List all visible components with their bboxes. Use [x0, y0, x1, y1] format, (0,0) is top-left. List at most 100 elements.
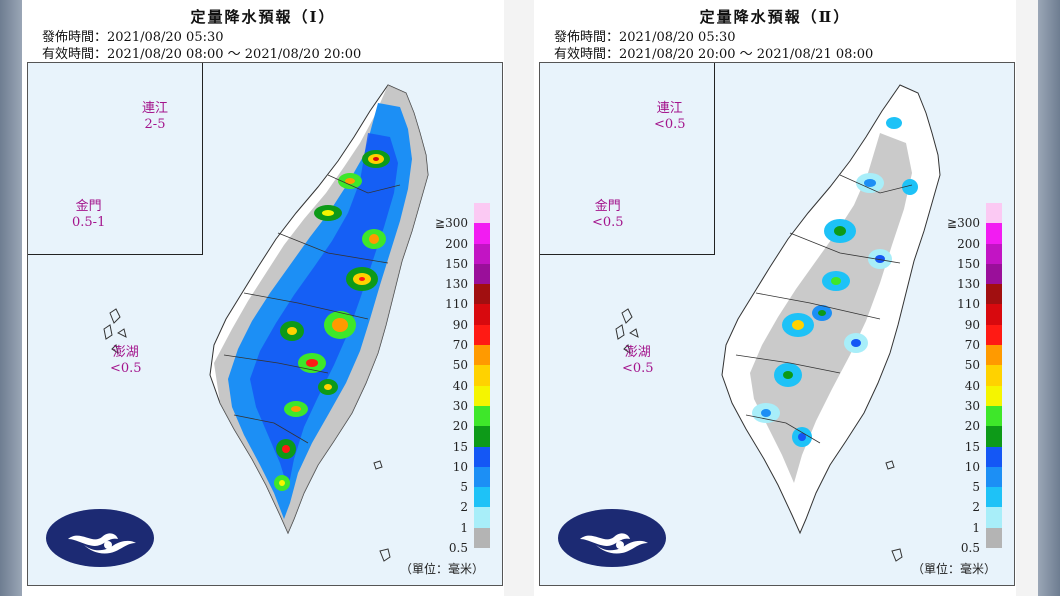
legend-swatch [986, 426, 1002, 447]
legend-item: 50 [432, 345, 492, 372]
valid-time: 有效時間：2021/08/20 08:00 ～ 2021/08/20 20:00 [42, 47, 362, 62]
legend-item: 110 [432, 284, 492, 311]
taiwan-rainfall-map [540, 74, 941, 562]
legend-swatch [986, 365, 1002, 386]
legend-item: 150 [432, 243, 492, 271]
penghu-label: 澎湖 <0.5 [622, 345, 654, 376]
legend-label: 0.5 [960, 541, 980, 556]
taiwan-rainfall-map [28, 74, 429, 562]
legend-label: 150 [445, 256, 468, 271]
legend-swatch [986, 405, 1002, 427]
legend-item: 90 [944, 304, 1004, 332]
legend-item: 30 [944, 385, 1004, 413]
legend-item: 130 [944, 263, 1004, 291]
legend-item: 5 [944, 466, 1004, 494]
legend-item: 2 [432, 487, 492, 514]
legend-label: 20 [452, 419, 468, 434]
legend-item: 1 [432, 507, 492, 535]
legend-swatch [474, 527, 490, 549]
legend-label: 10 [452, 459, 468, 474]
legend-label: 2 [972, 500, 980, 515]
legend-item: 30 [432, 385, 492, 413]
legend-swatch [474, 243, 490, 264]
legend-swatch [986, 243, 1002, 264]
legend-label: 20 [964, 419, 980, 434]
kinmen-label: 金門 <0.5 [592, 199, 624, 230]
legend-label: 40 [452, 378, 468, 393]
legend-item: 20 [432, 405, 492, 433]
taiwan-island [721, 84, 941, 535]
legend-label: 30 [964, 398, 980, 413]
legend-swatch [474, 203, 490, 224]
legend-swatch [474, 385, 490, 406]
legend-swatch [986, 466, 1002, 488]
legend-swatch [986, 324, 1002, 346]
legend-swatch [986, 304, 1002, 325]
legend-swatch [474, 426, 490, 447]
legend-label: 130 [445, 277, 468, 292]
legend-item: 200 [432, 223, 492, 251]
rainfall-map: 連江 <0.5 金門 <0.5 澎湖 <0.5 ≧300 200 150 130 110… [539, 62, 1015, 586]
legend-label: 130 [957, 277, 980, 292]
legend-label: ≧300 [947, 216, 980, 231]
legend-label: 110 [445, 297, 468, 312]
legend-swatch [474, 263, 490, 285]
county-borders [223, 174, 401, 444]
legend-item: 70 [432, 324, 492, 352]
legend-label: 1 [972, 520, 980, 535]
legend-item: 40 [432, 365, 492, 393]
legend-item: 0.5 [944, 527, 1004, 555]
legend-label: 200 [957, 236, 980, 251]
legend-label: 200 [445, 236, 468, 251]
cwb-logo [558, 509, 666, 567]
panel-title: 定量降水預報（Ⅱ） [699, 8, 851, 26]
cloud-logo-icon [580, 533, 648, 554]
unit-label: （單位：毫米） [399, 562, 484, 576]
legend-label: 50 [452, 358, 468, 373]
legend-label: 15 [452, 439, 468, 454]
legend-item: 0.5 [432, 527, 492, 555]
legend-swatch [986, 527, 1002, 549]
forecast-panel-1: 定量降水預報（Ⅰ） 發佈時間：2021/08/20 05:30 有效時間：202… [22, 0, 504, 596]
legend-item: 1 [944, 507, 1004, 535]
legend-label: 150 [957, 256, 980, 271]
legend-item: 15 [944, 426, 1004, 454]
legend-swatch [474, 446, 490, 467]
legend-swatch [474, 284, 490, 305]
left-border-strip [0, 0, 22, 596]
unit-label: （單位：毫米） [911, 562, 996, 576]
legend-swatch [474, 324, 490, 346]
legend-swatch [474, 466, 490, 488]
right-border-strip [1038, 0, 1060, 596]
legend-swatch [986, 507, 1002, 528]
cwb-logo [46, 509, 154, 567]
legend-item: 15 [432, 426, 492, 454]
legend-swatch [986, 487, 1002, 508]
legend-label: 90 [452, 317, 468, 332]
legend-item: 5 [432, 466, 492, 494]
legend-label: 15 [964, 439, 980, 454]
legend-item: 90 [432, 304, 492, 332]
legend-label: 40 [964, 378, 980, 393]
forecast-panel-2: 定量降水預報（Ⅱ） 發佈時間：2021/08/20 05:30 有效時間：202… [534, 0, 1016, 596]
legend-swatch [474, 304, 490, 325]
legend-swatch [986, 263, 1002, 285]
legend-swatch [474, 507, 490, 528]
legend-item: 200 [944, 223, 1004, 251]
legend-label: 2 [460, 500, 468, 515]
legend-swatch [986, 203, 1002, 224]
legend-item: ≧300 [944, 203, 1004, 230]
legend-item: 20 [944, 405, 1004, 433]
legend-item: 150 [944, 243, 1004, 271]
panel-title: 定量降水預報（Ⅰ） [190, 8, 336, 26]
heavy-rain-cores [274, 150, 390, 491]
legend-item: 110 [944, 284, 1004, 311]
legend-swatch [474, 365, 490, 386]
legend-label: 1 [460, 520, 468, 535]
rainfall-map: 連江 2-5 金門 0.5-1 澎湖 <0.5 ≧300 200 150 130 110… [27, 62, 503, 586]
legend-label: 90 [964, 317, 980, 332]
taiwan-island [209, 84, 429, 535]
issue-time: 發佈時間：2021/08/20 05:30 [554, 30, 736, 45]
rainfall-legend: ≧300 200 150 130 110 90 70 50 40 30 20 15 10 5 2 1 0.5 [944, 203, 1004, 555]
legend-swatch [474, 487, 490, 508]
